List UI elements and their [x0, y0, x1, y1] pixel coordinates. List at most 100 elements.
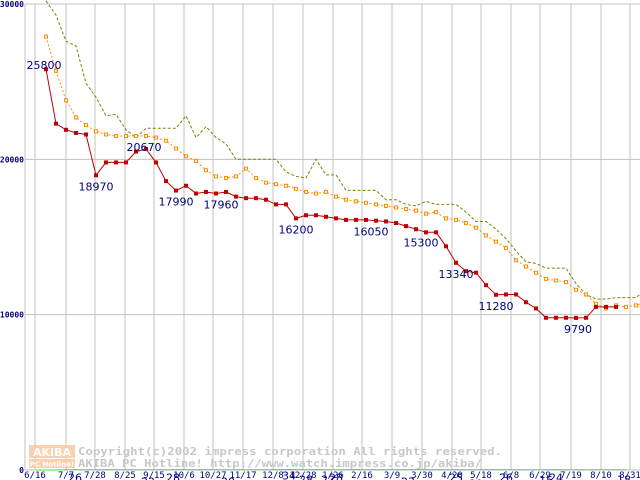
- min_price-marker: [474, 270, 478, 275]
- url-line: AKIBA PC Hotline! http://www.watch.impre…: [78, 458, 482, 470]
- min_price-marker: [144, 146, 148, 151]
- data-label: 28: [166, 472, 180, 480]
- min_price-marker: [264, 197, 268, 202]
- min_price-marker: [424, 230, 428, 235]
- data-label: 16050: [354, 226, 389, 239]
- min_price-marker: [594, 304, 598, 309]
- avg_price-marker: [424, 211, 428, 216]
- data-label: 9790: [564, 323, 592, 336]
- min_price-marker: [514, 292, 518, 297]
- x-tick-label: 3/9: [384, 471, 400, 480]
- min_price-marker: [394, 221, 398, 226]
- series-avg_price: [44, 34, 640, 311]
- avg_price-marker: [384, 203, 388, 208]
- x-tick-label: 8/10: [590, 471, 612, 480]
- data-label: 26: [499, 472, 513, 480]
- data-label: 20: [221, 476, 235, 480]
- x-tick-label: 12/28: [289, 471, 316, 480]
- avg_price-marker: [554, 278, 558, 283]
- avg_price-marker: [404, 207, 408, 212]
- min_price-marker: [344, 217, 348, 222]
- avg_price-marker: [454, 217, 458, 222]
- x-tick-label: 7/28: [84, 471, 106, 480]
- y-tick-label: 30000: [0, 0, 24, 9]
- avg_price-marker: [634, 303, 638, 308]
- x-tick-label: 1/26: [322, 471, 344, 480]
- min_price-marker: [484, 283, 488, 288]
- min_price-marker: [174, 188, 178, 193]
- min_price-marker: [194, 191, 198, 196]
- x-tick-label: 6/8: [503, 471, 519, 480]
- avg_price-marker: [414, 208, 418, 213]
- akiba-logo: AKIBA PC Hotline!: [29, 445, 75, 469]
- min_price-marker: [304, 213, 308, 218]
- avg_price-marker: [174, 146, 178, 151]
- x-tick-label: 2/16: [351, 471, 373, 480]
- data-label: 18: [617, 474, 631, 480]
- avg_price-marker: [444, 216, 448, 221]
- min_price-marker: [164, 179, 168, 184]
- min_price-marker: [114, 160, 118, 165]
- min_price-marker: [524, 300, 528, 305]
- avg_price-marker: [334, 194, 338, 199]
- x-tick-label: 4/20: [441, 471, 463, 480]
- avg_price-marker: [204, 168, 208, 173]
- x-axis-ticks: 6/16 7/7 7/28 8/25 9/15 10/6 10/27 11/17 12/8 12/…: [24, 471, 640, 480]
- min_price-marker: [374, 218, 378, 223]
- avg_price-marker: [194, 158, 198, 163]
- x-tick-label: 10/6: [173, 471, 195, 480]
- min_price-marker: [504, 292, 508, 297]
- avg_price-marker: [594, 301, 598, 306]
- min_price-marker: [334, 216, 338, 221]
- avg_price-marker: [244, 166, 248, 171]
- data-labels: 25800 18970 20670 17990 17960 16200 16050 15300…: [27, 59, 632, 480]
- min_price-marker: [244, 196, 248, 201]
- avg_price-marker: [344, 197, 348, 202]
- avg_price-marker: [574, 287, 578, 292]
- min_price-marker: [434, 230, 438, 235]
- avg_price-marker: [304, 189, 308, 194]
- avg_price-marker: [104, 132, 108, 137]
- x-tick-label: 10/27: [199, 471, 226, 480]
- avg_price-marker: [314, 191, 318, 196]
- avg_price-marker: [254, 175, 258, 180]
- avg_price-marker: [474, 225, 478, 230]
- avg_price-marker: [74, 115, 78, 120]
- y-axis-ticks: 0 10000 20000 30000: [0, 0, 24, 475]
- min_price-marker: [274, 202, 278, 207]
- avg_price-marker: [64, 98, 68, 103]
- avg_price-marker: [274, 182, 278, 187]
- data-label: 19: [469, 478, 483, 480]
- avg_price-marker: [394, 205, 398, 210]
- min_price-marker: [54, 121, 58, 126]
- min_price-marker: [324, 214, 328, 219]
- avg_price-marker: [264, 180, 268, 185]
- min_price-marker: [134, 149, 138, 154]
- avg_price-marker: [374, 202, 378, 207]
- min_price-marker: [414, 227, 418, 232]
- x-tick-label: 8/25: [114, 471, 136, 480]
- min_price-marker: [184, 183, 188, 188]
- data-label: 13340: [439, 268, 474, 281]
- data-label: 22: [141, 476, 155, 480]
- data-label: 25: [449, 472, 463, 480]
- shops-line: [36, 468, 627, 471]
- avg_price-marker: [84, 123, 88, 128]
- avg_price-marker: [364, 200, 368, 205]
- data-label: 16200: [279, 223, 314, 236]
- avg_price-marker: [154, 135, 158, 140]
- avg_price-marker: [184, 154, 188, 159]
- avg_price-marker: [144, 134, 148, 139]
- data-label: 15: [539, 474, 553, 480]
- data-label: 34: [282, 469, 296, 480]
- avg_price-marker: [544, 276, 548, 281]
- logo-top-text: AKIBA: [33, 446, 72, 459]
- copyright-watermark: AKIBA PC Hotline! Copyright(c)2002 impre…: [29, 445, 502, 470]
- avg_price-marker: [624, 304, 628, 309]
- data-label: 25800: [27, 59, 62, 72]
- y-tick-label: 10000: [0, 311, 24, 320]
- avg_price-marker: [514, 258, 518, 263]
- min_price-marker: [74, 130, 78, 135]
- avg_price-marker: [284, 183, 288, 188]
